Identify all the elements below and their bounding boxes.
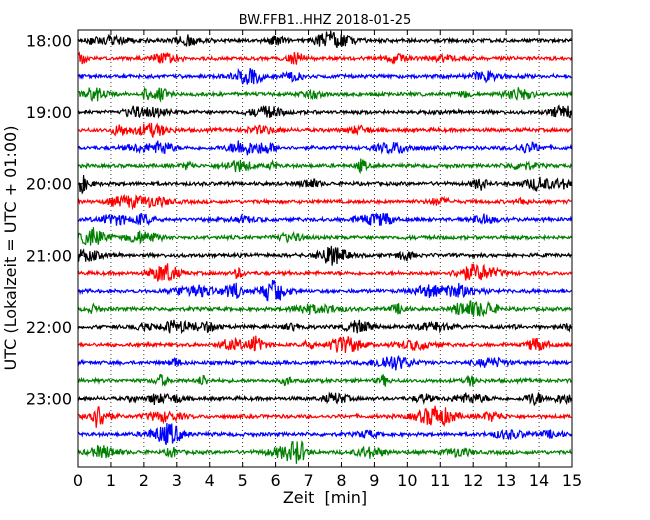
plot-frame [77,29,573,468]
trace-line [77,319,573,335]
trace-lines [77,30,573,464]
x-tick-label: 8 [336,471,346,490]
trace-line [77,355,572,371]
trace-line [77,245,572,266]
y-axis-label: UTC (Lokalzeit = UTC + 01:00) [1,126,20,371]
trace-line [77,422,573,446]
trace-line [77,391,573,406]
chart-title: BW.FFB1..HHZ 2018-01-25 [239,13,412,28]
x-tick-label: 11 [430,471,450,490]
y-tick-label: 21:00 [26,246,72,265]
trace-line [77,104,573,119]
trace-line [77,30,572,49]
x-gridlines [110,30,540,467]
x-tick-label: 9 [369,471,379,490]
y-tick-label: 23:00 [26,390,72,409]
x-tick-label: 14 [529,471,549,490]
y-axis: 18:00 19:00 20:00 21:00 22:00 23:00 [26,32,572,409]
x-tick-label: 3 [172,471,182,490]
x-tick-label: 6 [271,471,281,490]
trace-line [77,405,572,428]
trace-line [77,175,573,195]
x-tick-label: 5 [238,471,248,490]
x-tick-label: 2 [139,471,149,490]
x-tick-label: 13 [496,471,516,490]
trace-line [77,140,573,156]
y-tick-label: 19:00 [26,103,72,122]
trace-line [77,439,572,464]
x-tick-label: 12 [463,471,483,490]
x-tick-label: 10 [397,471,417,490]
x-tick-label: 1 [106,471,116,490]
x-tick-label: 7 [303,471,313,490]
x-axis: 0 1 2 3 4 5 6 7 8 9 10 11 12 13 14 15 [73,30,582,490]
trace-line [77,50,573,65]
x-tick-label: 15 [562,471,582,490]
trace-line [77,212,573,227]
trace-line [77,86,573,103]
trace-line [77,263,572,282]
trace-line [77,67,572,85]
trace-line [77,373,573,387]
trace-line [77,194,572,211]
x-tick-label: 4 [205,471,215,490]
y-tick-label: 20:00 [26,175,72,194]
x-tick-label: 0 [73,471,83,490]
y-tick-label: 18:00 [26,32,72,51]
y-tick-label: 22:00 [26,318,72,337]
trace-line [77,279,572,302]
trace-line [77,300,572,318]
x-axis-label: Zeit [min] [283,488,367,507]
trace-line [77,227,573,246]
trace-line [77,122,572,138]
trace-line [77,158,573,175]
trace-line [77,335,573,354]
